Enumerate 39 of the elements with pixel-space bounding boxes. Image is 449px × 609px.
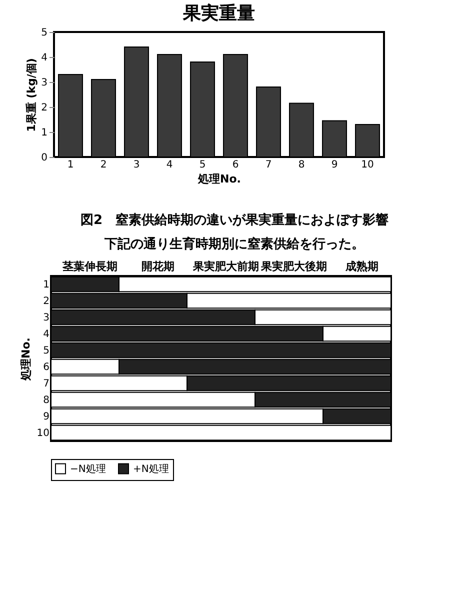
y-tick-label: 3 [43, 312, 50, 324]
y-tick-label: 5 [43, 345, 50, 356]
y-tick-label: 4 [41, 52, 48, 64]
y-tick-label: 8 [43, 394, 50, 406]
caption: 図2 窒素供給時期の違いが果実重量におよぼす影響 [79, 212, 390, 229]
x-axis-title: 処理No. [197, 172, 241, 186]
y-tick-label: 6 [43, 362, 50, 373]
legend-label: +N処理 [133, 464, 169, 475]
x-tick-label: 4 [166, 160, 173, 170]
y-tick-label: 4 [43, 328, 50, 340]
x-tick-label: 2 [100, 160, 107, 170]
x-tick-label: 8 [298, 160, 305, 170]
y-tick-label: 5 [41, 28, 48, 38]
y-tick-label: 3 [41, 78, 48, 88]
y-tick-label: 2 [43, 296, 50, 307]
chart-title: 下記の通り生育時期別に窒素供給を行った。 [104, 236, 366, 253]
y-tick-label: 7 [43, 378, 50, 390]
y-tick-label: 1 [41, 128, 48, 138]
y-tick-label: 2 [41, 102, 48, 114]
x-tick-label: 1 [67, 160, 74, 170]
text: 果実肥大前期 [192, 259, 260, 274]
x-tick-label: 9 [331, 160, 338, 170]
text: 茎葉伸長期 [62, 259, 118, 274]
x-tick-label: 6 [232, 160, 239, 170]
x-tick-label: 5 [199, 160, 206, 170]
y-axis-title: 処理No. [20, 338, 32, 382]
text: 果実肥大後期 [260, 259, 328, 274]
x-tick-label: 10 [361, 160, 374, 170]
x-tick-label: 7 [265, 160, 272, 170]
text: 成熟期 [344, 259, 380, 274]
y-tick-label: 10 [36, 428, 50, 439]
chart-title: 果実重量 [182, 3, 255, 24]
x-tick-label: 3 [133, 160, 140, 170]
y-tick-label: 1 [43, 279, 50, 290]
y-tick-label: 0 [41, 152, 48, 164]
text: 開花期 [140, 259, 176, 274]
y-axis-title: 1果重 (kg/個) [25, 58, 38, 132]
y-tick-label: 9 [43, 411, 50, 422]
legend-label: −N処理 [70, 464, 106, 475]
